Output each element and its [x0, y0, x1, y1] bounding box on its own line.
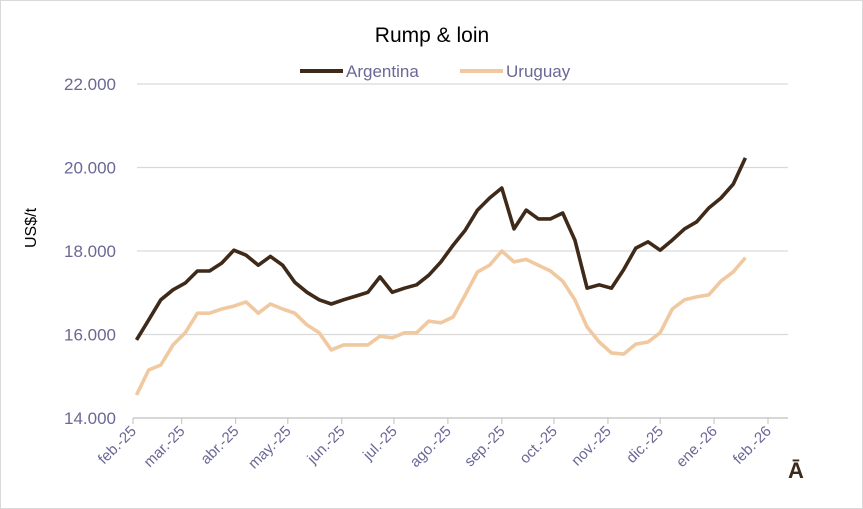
x-tick-label: jul.-25 — [359, 423, 401, 465]
y-tick-label: 22.000 — [64, 75, 116, 94]
x-tick-label: ago.-25 — [407, 423, 455, 471]
x-tick-label: dic.-25 — [623, 423, 667, 467]
x-tick-label: feb.-26 — [730, 423, 775, 468]
x-tick-label: abr.-25 — [197, 423, 242, 468]
y-tick-label: 14.000 — [64, 409, 116, 428]
y-tick-label: 18.000 — [64, 242, 116, 261]
y-axis-label: US$/t — [23, 207, 40, 248]
legend-label-argentina: Argentina — [346, 62, 419, 81]
series-line-argentina — [134, 157, 748, 341]
x-tick-label: oct.-25 — [516, 423, 560, 467]
x-tick-label: feb.-25 — [95, 423, 140, 468]
corner-glyph: Ā — [788, 458, 804, 483]
y-tick-label: 16.000 — [64, 326, 116, 345]
y-tick-label: 20.000 — [64, 159, 116, 178]
legend-label-uruguay: Uruguay — [506, 62, 571, 81]
series-line-uruguay — [134, 249, 747, 396]
x-tick-label: ene.-26 — [673, 423, 721, 471]
x-tick-label: mar.-25 — [141, 423, 189, 471]
x-tick-label: sep.-25 — [461, 423, 508, 470]
legend: Argentina Uruguay — [300, 62, 571, 81]
x-tick-label: jun.-25 — [303, 423, 348, 468]
x-tick-label: may.-25 — [245, 423, 295, 473]
x-tick-label: nov.-25 — [568, 423, 615, 470]
chart-title: Rump & loin — [375, 24, 489, 47]
